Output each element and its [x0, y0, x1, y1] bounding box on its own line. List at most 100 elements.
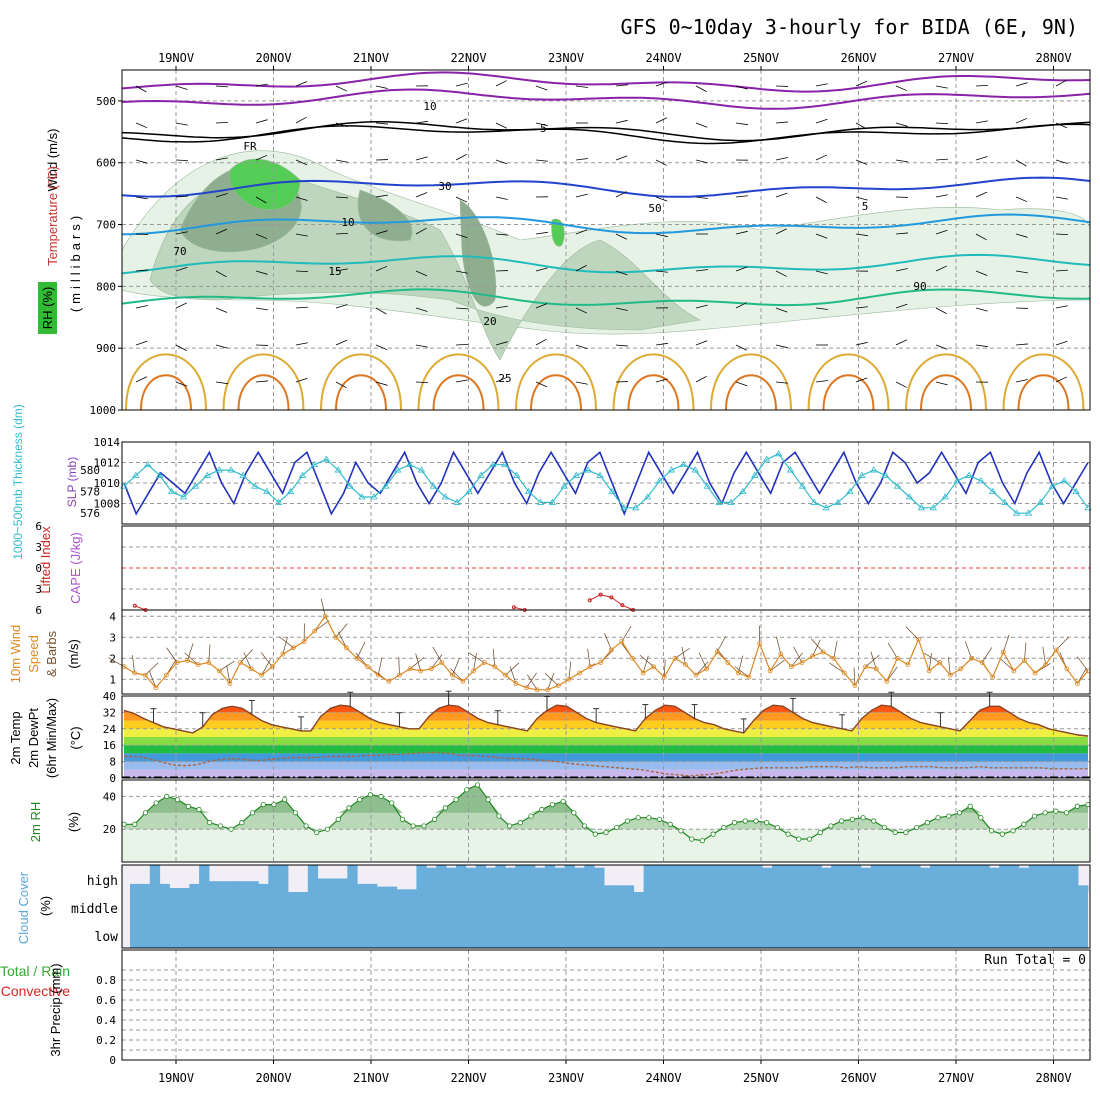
- date-label-bottom: 21NOV: [353, 1071, 389, 1085]
- wind10-point: [174, 660, 180, 665]
- rh-point: [174, 797, 181, 803]
- rh-point: [946, 813, 952, 819]
- wind-barb: [255, 83, 268, 87]
- date-label-top: 27NOV: [938, 51, 974, 65]
- high-cloud-bar: [485, 867, 496, 892]
- temp25-contour: [612, 353, 695, 411]
- wind-barb: [735, 381, 748, 387]
- wind-barb: [1055, 159, 1068, 164]
- wind10-point: [841, 670, 847, 676]
- wind10-barb: [639, 654, 654, 667]
- wind-barb: [335, 268, 348, 272]
- cape-point: [620, 603, 625, 608]
- rh-point: [410, 823, 416, 829]
- wind-barb: [1015, 196, 1028, 203]
- wind-barb: [415, 192, 428, 198]
- rh-tick-label: 40: [103, 790, 116, 803]
- wind-barb: [135, 85, 147, 93]
- temp-tick-label: 32: [103, 706, 116, 719]
- wind-barb: [295, 233, 308, 237]
- wind-barb: [695, 340, 708, 346]
- wind10-point: [524, 685, 529, 691]
- thickness-point: [822, 504, 830, 511]
- rh-point: [549, 801, 556, 808]
- thickness-point: [858, 471, 866, 478]
- thickness-point: [798, 482, 807, 489]
- wind10-barb: [320, 598, 326, 617]
- wind10-barb: [642, 655, 649, 674]
- wind10-barb: [132, 655, 135, 674]
- rh-point: [528, 813, 534, 819]
- wind10-point: [259, 672, 265, 678]
- rh-point: [581, 823, 588, 829]
- wind-barb: [575, 229, 588, 235]
- wind-barb: [975, 344, 988, 348]
- wind-barb: [375, 344, 388, 351]
- temp-tick-label: 24: [103, 723, 117, 736]
- thickness-point: [620, 504, 628, 511]
- cape-segment: [611, 596, 623, 606]
- wind-barb: [175, 85, 188, 90]
- wind-barb: [455, 379, 468, 383]
- wind-barb: [455, 82, 468, 87]
- thickness-point: [572, 471, 580, 478]
- wind10-point: [1064, 666, 1070, 672]
- wind-barb: [975, 191, 988, 198]
- wind-barb: [815, 196, 827, 203]
- wind-barb: [855, 122, 867, 130]
- wind-barb: [1015, 379, 1028, 383]
- wind10-point: [704, 666, 710, 672]
- y-tick-label: 1000: [90, 404, 117, 417]
- date-label-top: 26NOV: [840, 51, 876, 65]
- wind-barb: [815, 270, 828, 275]
- date-label-bottom: 25NOV: [743, 1071, 779, 1085]
- wind-barb: [215, 228, 228, 235]
- wind-barb: [615, 344, 628, 347]
- thickness-point: [715, 498, 723, 505]
- temp-band: [122, 696, 1090, 704]
- wind-barb: [375, 194, 388, 198]
- thickness-point: [727, 498, 735, 505]
- wind-barb: [735, 195, 748, 198]
- wind-barb: [1015, 159, 1027, 167]
- wind10-barb: [509, 666, 517, 684]
- thickness-point: [513, 471, 521, 478]
- wind10-point: [322, 613, 328, 619]
- wind-barb: [615, 84, 628, 87]
- rh-point: [357, 797, 363, 803]
- isotherm-label: 10: [341, 216, 354, 229]
- high-cloud-bar: [149, 865, 161, 892]
- rh-point: [185, 803, 191, 809]
- rh-point: [849, 816, 855, 822]
- wind-barb: [695, 122, 708, 128]
- thickness-point: [667, 466, 676, 473]
- wind10-tick-label: 1: [109, 673, 116, 686]
- thickness-label: 1000~500mb Thickness (dm): [11, 404, 25, 560]
- y-tick-label: 600: [96, 157, 116, 170]
- precip-panel: 0 0.2 0.4 0.6 0.8: [96, 949, 1091, 1067]
- wind10-barb: [377, 657, 383, 676]
- wind10-barb: [450, 668, 464, 682]
- high-cloud-bar: [337, 878, 348, 892]
- date-label-top: 22NOV: [450, 51, 486, 65]
- high-cloud-bar: [930, 865, 941, 892]
- wind10-barb: [279, 636, 294, 649]
- isotherm-label: FR: [243, 140, 257, 153]
- temp25-contour: [222, 353, 305, 411]
- wind10-point: [958, 666, 964, 672]
- wind10-point: [693, 672, 699, 678]
- wind10-point: [736, 670, 741, 676]
- rh-point: [367, 792, 373, 798]
- wind10-point: [651, 664, 657, 670]
- rh-point: [399, 816, 406, 822]
- thickness-point: [275, 498, 283, 505]
- thickness-point: [1012, 509, 1021, 516]
- date-label-bottom: 26NOV: [840, 1071, 876, 1085]
- high-cloud-bar: [574, 867, 585, 892]
- rh-point: [432, 816, 438, 822]
- rh-point: [892, 829, 898, 836]
- rh-point: [646, 815, 652, 821]
- wind10-point: [513, 681, 519, 686]
- high-cloud-bar: [1028, 865, 1039, 892]
- high-cloud-bar: [268, 865, 279, 892]
